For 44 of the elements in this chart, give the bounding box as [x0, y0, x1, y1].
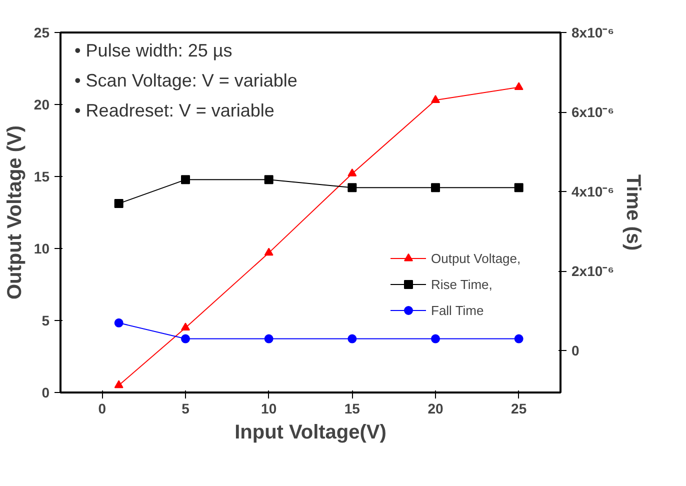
x-tick-label: 5	[182, 400, 190, 416]
y-tick-label: 25	[34, 24, 50, 40]
y-tick-label: 20	[34, 96, 50, 112]
y2-tick-label: 8x10⁻⁶	[572, 24, 614, 40]
y2-tick-label: 4x10⁻⁶	[572, 184, 614, 200]
point	[514, 183, 524, 192]
point	[348, 334, 357, 344]
point	[348, 183, 357, 192]
point	[181, 175, 190, 184]
point	[431, 334, 440, 344]
x-axis-title: Input Voltage(V)	[234, 422, 386, 444]
point	[181, 322, 190, 331]
y-tick-label: 10	[34, 240, 50, 256]
y2-axis-title: Time (s)	[622, 174, 644, 251]
legend-label: Rise Time,	[431, 276, 492, 292]
point	[431, 95, 440, 103]
y-tick-label: 15	[34, 168, 50, 184]
legend-label: Output Voltage,	[431, 250, 521, 266]
point	[514, 82, 524, 90]
y2-tick-label: 0	[572, 342, 580, 359]
annotation: • Pulse width: 25 µs	[74, 40, 232, 60]
point	[264, 248, 274, 256]
point	[431, 183, 440, 192]
x-tick-label: 15	[344, 400, 360, 416]
legend-label: Fall Time	[431, 302, 484, 318]
point	[114, 199, 124, 208]
y2-tick-label: 2x10⁻⁶	[572, 263, 614, 280]
point	[181, 334, 190, 344]
x-tick-label: 0	[98, 400, 106, 416]
y-tick-label: 0	[42, 384, 50, 400]
y2-tick-label: 6x10⁻⁶	[572, 104, 614, 120]
annotation: • Readreset: V = variable	[74, 100, 274, 120]
y-axis-title: Output Voltage (V)	[4, 125, 26, 300]
point	[264, 334, 274, 344]
x-tick-label: 10	[261, 400, 277, 416]
x-tick-label: 25	[511, 400, 527, 416]
annotation: • Scan Voltage: V = variable	[74, 70, 298, 90]
point	[514, 334, 524, 344]
point	[114, 318, 124, 328]
point	[114, 380, 124, 388]
point	[348, 168, 357, 176]
y-tick-label: 5	[42, 312, 50, 328]
x-tick-label: 20	[428, 400, 444, 416]
point	[264, 175, 274, 184]
